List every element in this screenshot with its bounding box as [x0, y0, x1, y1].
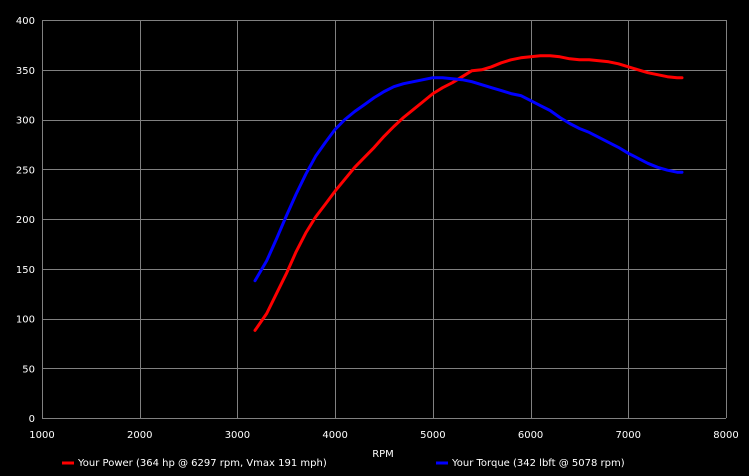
legend-label: Your Power (364 hp @ 6297 rpm, Vmax 191 …	[77, 458, 327, 469]
axis-layer: 1000 2000 3000 4000 5000 6000 7000 8000 0 50 100 15…	[16, 16, 739, 441]
legend: Your Power (364 hp @ 6297 rpm, Vmax 191 …	[62, 458, 625, 469]
x-axis-title: RPM	[372, 449, 394, 460]
torque-series-line	[253, 76, 684, 283]
legend-item: Your Torque (342 lbft @ 5078 rpm)	[436, 458, 625, 469]
y-tick-label: 100	[16, 315, 35, 326]
power-series-line	[253, 54, 684, 332]
y-tick-label: 300	[16, 116, 35, 127]
grid-layer	[42, 20, 727, 419]
x-tick-label: 5000	[420, 430, 445, 441]
x-tick-label: 2000	[127, 430, 152, 441]
x-tick-label: 6000	[518, 430, 543, 441]
y-tick-label: 350	[16, 66, 35, 77]
x-tick-label: 1000	[29, 430, 54, 441]
y-tick-label: 250	[16, 165, 35, 176]
x-tick-label: 4000	[322, 430, 347, 441]
series-layer	[253, 54, 684, 332]
legend-label: Your Torque (342 lbft @ 5078 rpm)	[451, 458, 625, 469]
y-tick-label: 150	[16, 265, 35, 276]
legend-item: Your Power (364 hp @ 6297 rpm, Vmax 191 …	[62, 458, 327, 469]
x-tick-label: 8000	[713, 430, 738, 441]
x-tick-label: 3000	[225, 430, 250, 441]
y-tick-label: 400	[16, 16, 35, 27]
y-tick-label: 0	[29, 414, 35, 425]
y-tick-label: 50	[22, 364, 35, 375]
x-tick-label: 7000	[616, 430, 641, 441]
y-tick-label: 200	[16, 215, 35, 226]
